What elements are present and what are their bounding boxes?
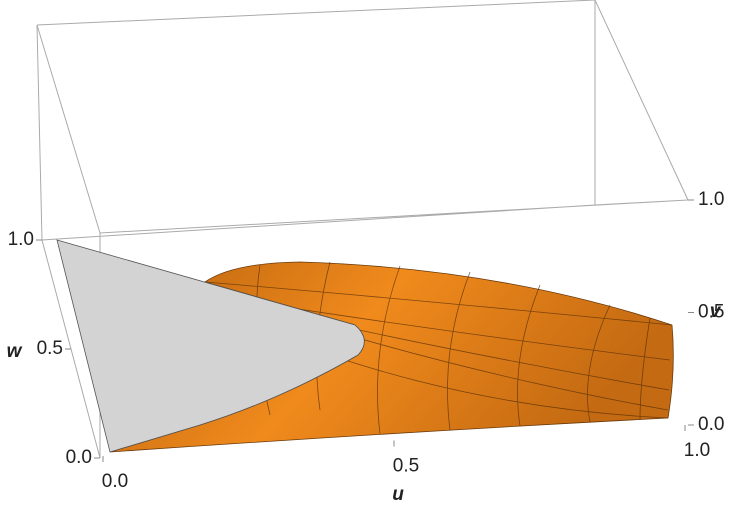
box xyxy=(36,0,689,459)
z-tick-label: 1.0 xyxy=(8,229,34,250)
y-tick-label: 0.5 xyxy=(698,302,724,323)
x-axis-label: u xyxy=(392,484,404,505)
z-axis-label: w xyxy=(7,341,23,362)
surface xyxy=(56,239,674,453)
z-tick-label: 0.0 xyxy=(66,447,92,468)
y-axis-label: v xyxy=(710,301,722,322)
x-tick-label: 0.0 xyxy=(102,471,128,492)
z-tick-label: 0.5 xyxy=(37,338,63,359)
y-tick-label: 1.0 xyxy=(698,189,724,210)
surface-gray xyxy=(56,239,365,453)
y-tick-label: 0.0 xyxy=(698,414,724,435)
x-tick-label: 0.5 xyxy=(393,456,419,477)
x-tick-label: 1.0 xyxy=(684,440,710,461)
